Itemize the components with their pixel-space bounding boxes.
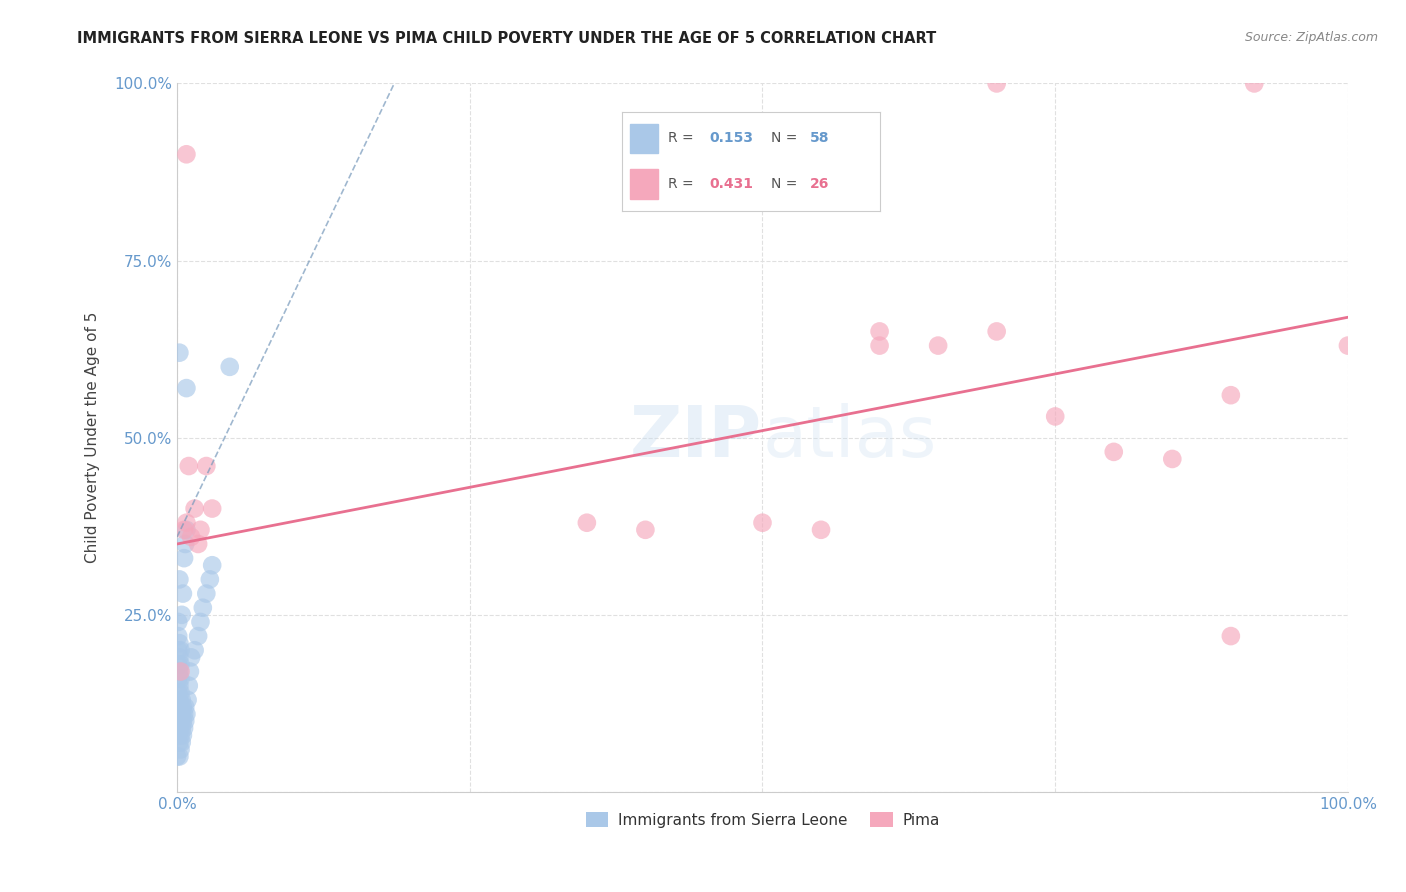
Point <box>169 742 191 756</box>
Point <box>195 458 218 473</box>
Point <box>169 686 191 700</box>
Point <box>1243 77 1265 91</box>
Point <box>170 735 193 749</box>
Point <box>174 537 197 551</box>
Point <box>167 728 190 742</box>
Point <box>169 721 191 735</box>
Legend: Immigrants from Sierra Leone, Pima: Immigrants from Sierra Leone, Pima <box>579 805 946 834</box>
Point <box>169 749 191 764</box>
Point <box>1045 409 1067 424</box>
Point <box>810 523 832 537</box>
Point <box>167 700 190 714</box>
Point <box>169 665 191 679</box>
Point <box>169 714 191 728</box>
Point <box>190 615 212 629</box>
Point <box>634 523 657 537</box>
Point <box>167 629 190 643</box>
Point <box>927 338 949 352</box>
Point <box>169 643 191 657</box>
Point <box>1161 452 1184 467</box>
Point <box>169 657 191 672</box>
Point <box>169 573 191 587</box>
Point <box>167 643 190 657</box>
Point <box>180 650 202 665</box>
Point <box>177 679 200 693</box>
Point <box>201 501 224 516</box>
Point <box>172 700 194 714</box>
Text: Source: ZipAtlas.com: Source: ZipAtlas.com <box>1244 31 1378 45</box>
Point <box>179 665 201 679</box>
Point <box>173 551 195 566</box>
Point <box>169 672 191 686</box>
Point <box>187 537 209 551</box>
Point <box>174 700 197 714</box>
Point <box>174 714 197 728</box>
Point <box>173 706 195 721</box>
Point <box>1337 338 1360 352</box>
Point <box>176 523 198 537</box>
Point <box>169 693 191 707</box>
Point <box>169 665 191 679</box>
Point <box>172 728 194 742</box>
Point <box>166 749 188 764</box>
Point <box>176 693 198 707</box>
Point <box>170 693 193 707</box>
Point <box>169 735 191 749</box>
Point <box>167 615 190 629</box>
Point <box>170 721 193 735</box>
Point <box>751 516 773 530</box>
Point <box>170 706 193 721</box>
Point <box>195 586 218 600</box>
Point <box>167 714 190 728</box>
Point <box>169 700 191 714</box>
Point <box>167 686 190 700</box>
Point <box>176 147 198 161</box>
Point <box>198 573 221 587</box>
Point <box>176 706 198 721</box>
Point <box>986 325 1008 339</box>
Text: IMMIGRANTS FROM SIERRA LEONE VS PIMA CHILD POVERTY UNDER THE AGE OF 5 CORRELATIO: IMMIGRANTS FROM SIERRA LEONE VS PIMA CHI… <box>77 31 936 46</box>
Point <box>176 381 198 395</box>
Point <box>173 523 195 537</box>
Point <box>167 672 190 686</box>
Point <box>218 359 240 374</box>
Point <box>1219 629 1241 643</box>
Point <box>869 338 891 352</box>
Point <box>191 600 214 615</box>
Point <box>169 650 191 665</box>
Point <box>169 728 191 742</box>
Text: atlas: atlas <box>762 403 936 472</box>
Point <box>172 586 194 600</box>
Point <box>575 516 598 530</box>
Point <box>172 714 194 728</box>
Point <box>201 558 224 573</box>
Point <box>173 721 195 735</box>
Point <box>169 345 191 359</box>
Point <box>167 657 190 672</box>
Point <box>169 636 191 650</box>
Y-axis label: Child Poverty Under the Age of 5: Child Poverty Under the Age of 5 <box>86 312 100 564</box>
Point <box>183 501 205 516</box>
Point <box>169 679 191 693</box>
Point <box>170 607 193 622</box>
Point <box>1219 388 1241 402</box>
Point <box>190 523 212 537</box>
Point <box>169 706 191 721</box>
Point <box>1102 445 1125 459</box>
Point <box>183 643 205 657</box>
Point <box>986 77 1008 91</box>
Point <box>176 516 198 530</box>
Point <box>177 458 200 473</box>
Point <box>187 629 209 643</box>
Text: ZIP: ZIP <box>630 403 762 472</box>
Point <box>869 325 891 339</box>
Point <box>180 530 202 544</box>
